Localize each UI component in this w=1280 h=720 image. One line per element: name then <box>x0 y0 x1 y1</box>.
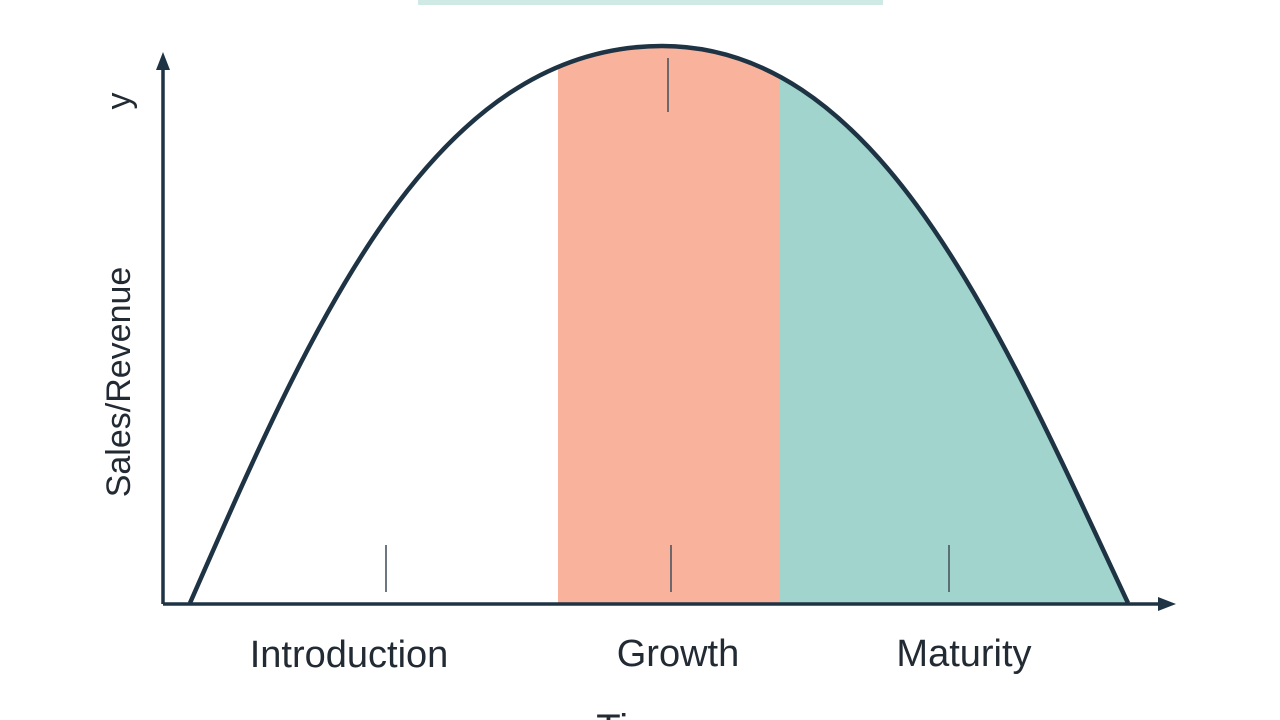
stage-label-maturity: Maturity <box>896 633 1031 675</box>
lifecycle-curve <box>187 43 1131 604</box>
stage-label-growth: Growth <box>617 633 739 675</box>
y-axis-arrow-icon <box>156 52 170 70</box>
x-axis-label: Time <box>596 707 683 720</box>
title-banner <box>418 0 883 5</box>
x-axis-arrow-icon <box>1158 597 1176 611</box>
growth-stage-region <box>558 46 780 604</box>
y-axis-label: Sales/Revenue <box>100 267 138 498</box>
y-axis-letter: y <box>100 93 138 110</box>
axes <box>156 52 1176 611</box>
stage-label-introduction: Introduction <box>250 634 449 676</box>
